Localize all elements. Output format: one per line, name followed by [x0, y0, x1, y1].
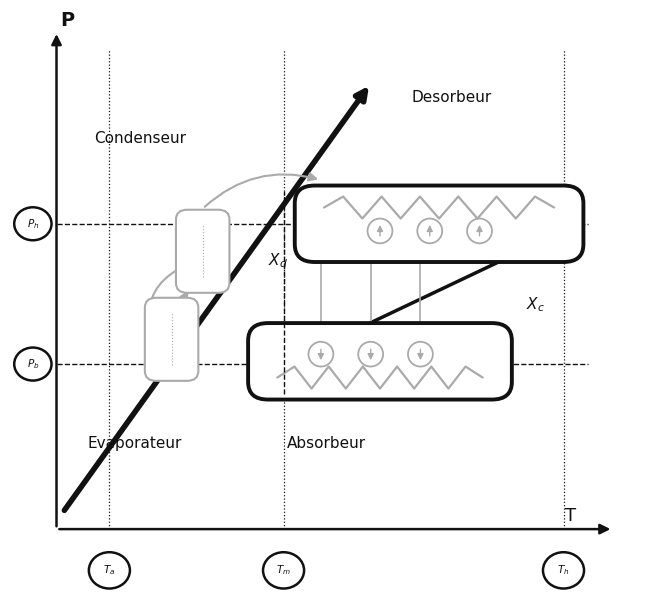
Ellipse shape — [467, 218, 492, 243]
Circle shape — [14, 347, 52, 380]
Text: $T_a$: $T_a$ — [103, 563, 115, 577]
Ellipse shape — [367, 218, 393, 243]
Text: $P_b$: $P_b$ — [27, 357, 39, 371]
Circle shape — [543, 552, 584, 588]
Ellipse shape — [417, 218, 442, 243]
Text: Condenseur: Condenseur — [94, 131, 186, 146]
FancyBboxPatch shape — [145, 298, 198, 381]
Circle shape — [89, 552, 130, 588]
Text: T: T — [565, 507, 577, 524]
Text: $T_m$: $T_m$ — [276, 563, 291, 577]
FancyBboxPatch shape — [295, 185, 583, 262]
FancyBboxPatch shape — [248, 323, 512, 399]
Text: $P_h$: $P_h$ — [27, 217, 39, 231]
Ellipse shape — [408, 342, 433, 367]
Ellipse shape — [308, 342, 333, 367]
Text: $X_d$: $X_d$ — [268, 251, 288, 270]
Circle shape — [263, 552, 304, 588]
Text: Evaporateur: Evaporateur — [87, 437, 182, 451]
Text: Desorbeur: Desorbeur — [411, 90, 491, 105]
Circle shape — [14, 208, 52, 240]
Ellipse shape — [358, 342, 383, 367]
Text: $X_c$: $X_c$ — [526, 295, 545, 314]
Text: $T_h$: $T_h$ — [557, 563, 570, 577]
Text: Absorbeur: Absorbeur — [286, 437, 366, 451]
Text: P: P — [60, 11, 75, 29]
FancyBboxPatch shape — [176, 210, 229, 293]
